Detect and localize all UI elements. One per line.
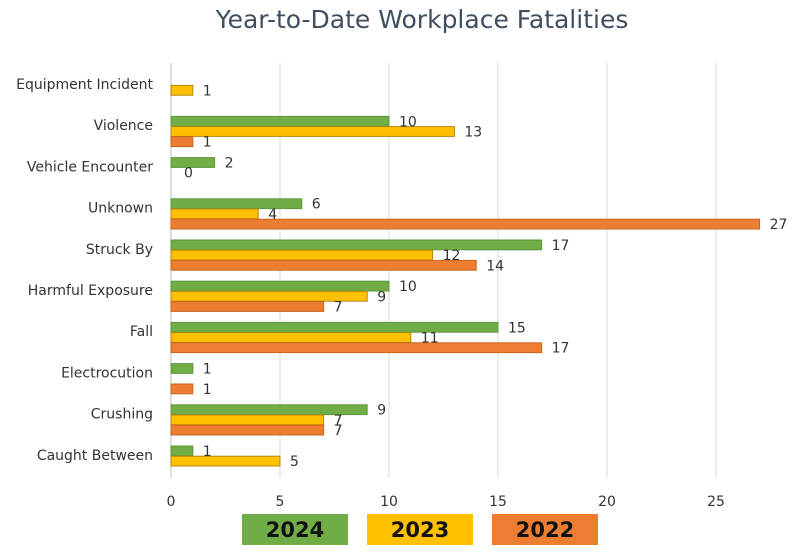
bar-2023-struck-by bbox=[170, 249, 434, 261]
bar-2024-fall bbox=[170, 321, 499, 333]
bar-2022-violence bbox=[170, 136, 194, 148]
data-label: 1 bbox=[203, 444, 212, 460]
data-label: 12 bbox=[443, 248, 461, 264]
legend-label: 2022 bbox=[516, 518, 574, 542]
data-label: 13 bbox=[464, 125, 482, 141]
bar-2024-caught-between bbox=[170, 445, 194, 457]
category-label: Violence bbox=[94, 118, 153, 134]
bar-2023-unknown bbox=[170, 208, 259, 220]
data-label: 17 bbox=[552, 238, 570, 254]
bars bbox=[170, 84, 761, 467]
bar-2022-electrocution bbox=[170, 383, 194, 395]
bar-2024-struck-by bbox=[170, 239, 543, 251]
data-label: 7 bbox=[334, 300, 343, 316]
bar-2024-unknown bbox=[170, 198, 303, 210]
data-label: 11 bbox=[421, 331, 439, 347]
category-label: Harmful Exposure bbox=[28, 283, 153, 299]
data-label: 9 bbox=[377, 289, 386, 305]
data-label: 10 bbox=[399, 279, 417, 295]
category-label: Equipment Incident bbox=[16, 77, 153, 93]
legend-swatch-2023 bbox=[367, 514, 473, 545]
category-label: Fall bbox=[130, 324, 153, 340]
x-tick-label: 0 bbox=[167, 494, 176, 510]
bar-2023-equipment-incident bbox=[170, 84, 194, 96]
data-label: 1 bbox=[203, 362, 212, 378]
x-tick-label: 10 bbox=[380, 494, 398, 510]
data-label: 6 bbox=[312, 197, 321, 213]
category-label: Electrocution bbox=[61, 365, 153, 381]
category-label: Unknown bbox=[88, 201, 153, 217]
bar-2024-violence bbox=[170, 115, 390, 127]
category-label: Vehicle Encounter bbox=[27, 159, 153, 175]
legend-label: 2023 bbox=[391, 518, 449, 542]
x-tick-label: 15 bbox=[489, 494, 507, 510]
legend: 2024 2023 2022 bbox=[242, 514, 598, 545]
chart-title: Year-to-Date Workplace Fatalities bbox=[215, 5, 629, 34]
data-label: 7 bbox=[334, 413, 343, 429]
data-label: 10 bbox=[399, 114, 417, 130]
x-tick-label: 5 bbox=[276, 494, 285, 510]
category-labels: Equipment Incident Violence Vehicle Encoun… bbox=[16, 77, 153, 464]
bar-2022-struck-by bbox=[170, 259, 477, 271]
category-label: Caught Between bbox=[37, 448, 153, 464]
bar-2022-fall bbox=[170, 342, 543, 354]
data-label: 1 bbox=[203, 83, 212, 99]
x-tick-label: 25 bbox=[707, 494, 725, 510]
data-label: 1 bbox=[203, 135, 212, 151]
bar-2024-vehicle-encounter bbox=[170, 157, 216, 168]
legend-swatch-2024 bbox=[242, 514, 348, 545]
data-label: 4 bbox=[268, 207, 277, 223]
bar-2022-unknown bbox=[170, 218, 761, 230]
bar-2023-violence bbox=[170, 126, 455, 137]
data-label: 15 bbox=[508, 320, 526, 336]
bar-2024-harmful-exposure bbox=[170, 280, 390, 292]
data-label: 0 bbox=[184, 166, 193, 182]
bar-2024-electrocution bbox=[170, 363, 194, 374]
data-label: 5 bbox=[290, 454, 299, 470]
legend-swatch-2022 bbox=[492, 514, 598, 545]
legend-label: 2024 bbox=[266, 518, 324, 542]
x-tick-label: 20 bbox=[598, 494, 616, 510]
bar-2023-caught-between bbox=[170, 455, 281, 467]
data-label: 2 bbox=[225, 156, 234, 172]
data-label: 1 bbox=[203, 382, 212, 398]
category-label: Crushing bbox=[91, 407, 153, 423]
data-label: 27 bbox=[770, 217, 788, 233]
data-label: 9 bbox=[377, 403, 386, 419]
data-label: 17 bbox=[552, 341, 570, 357]
category-label: Struck By bbox=[86, 242, 153, 258]
bar-2022-crushing bbox=[170, 424, 325, 436]
x-tick-labels: 0 5 10 15 20 25 bbox=[167, 494, 725, 510]
bar-2023-fall bbox=[170, 332, 412, 343]
data-label: 7 bbox=[334, 423, 343, 439]
bar-2023-crushing bbox=[170, 414, 325, 426]
bar-2022-harmful-exposure bbox=[170, 301, 325, 312]
data-label: 14 bbox=[486, 258, 504, 274]
